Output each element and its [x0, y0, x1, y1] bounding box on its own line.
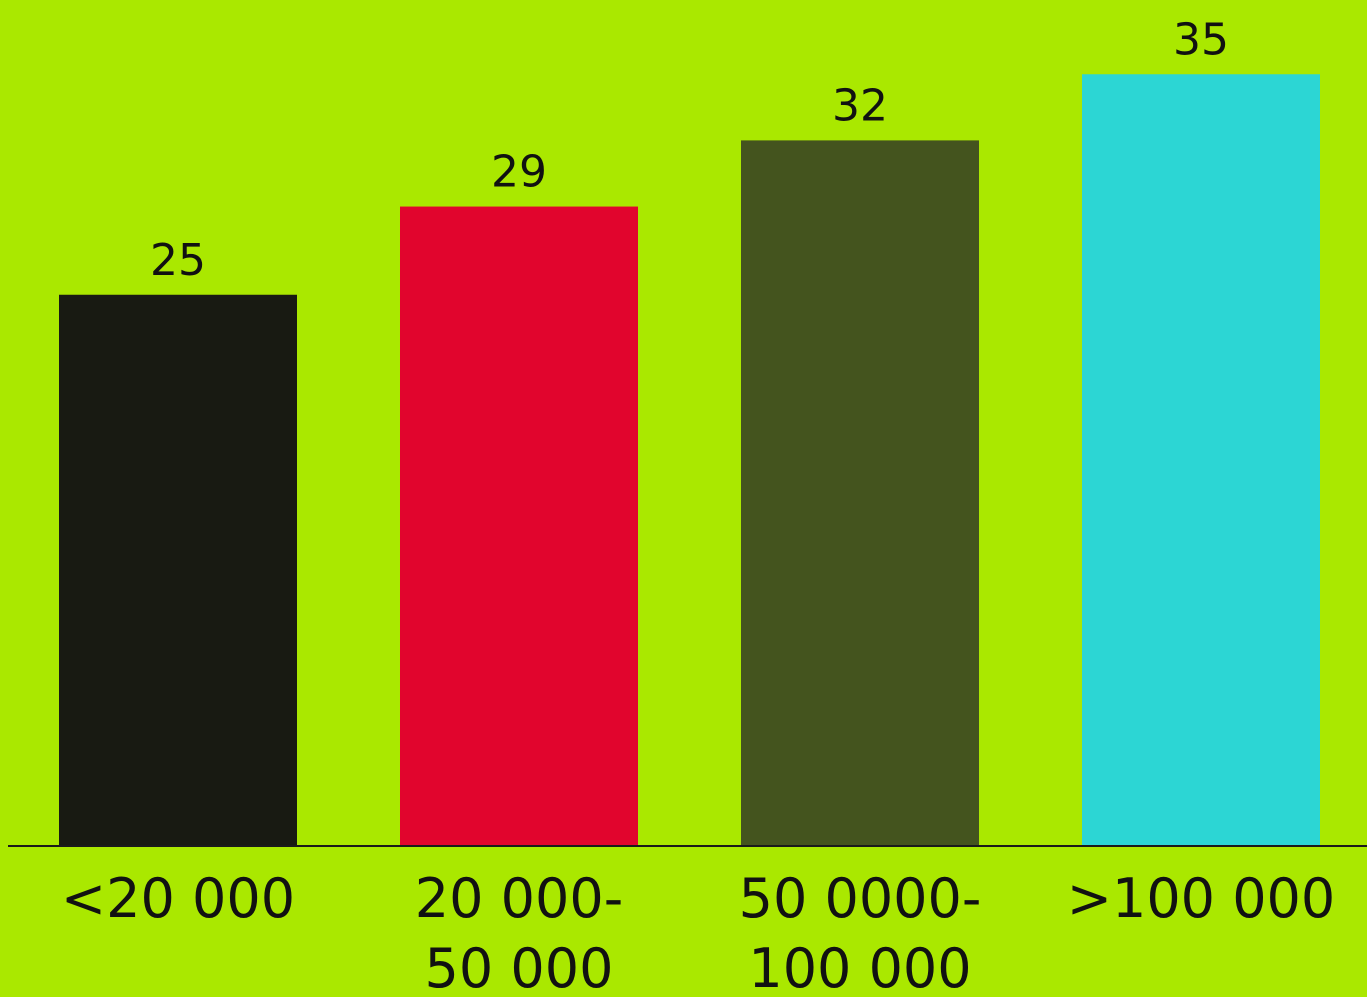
value-label-3: 32	[832, 80, 888, 131]
value-label-2: 29	[491, 147, 547, 198]
value-label-1: 25	[150, 235, 206, 286]
category-label-2-line-2: 50 000	[425, 937, 614, 997]
category-label-2-line-1: 20 000-	[415, 867, 623, 930]
bar-4	[1082, 74, 1320, 846]
value-labels-group: 25 29 32 35	[150, 14, 1229, 286]
bars-group	[59, 74, 1320, 847]
category-label-1: <20 000	[61, 867, 295, 930]
category-labels-group: <20 000 20 000- 50 000 50 0000- 100 000 >100 …	[61, 867, 1335, 997]
category-label-3-line-1: 50 0000-	[739, 867, 982, 930]
bar-2	[400, 206, 638, 847]
bar-3	[741, 140, 979, 846]
bar-1	[59, 294, 297, 846]
category-label-3-line-2: 100 000	[748, 937, 971, 997]
value-label-4: 35	[1173, 14, 1229, 65]
category-label-4: >100 000	[1067, 867, 1336, 930]
